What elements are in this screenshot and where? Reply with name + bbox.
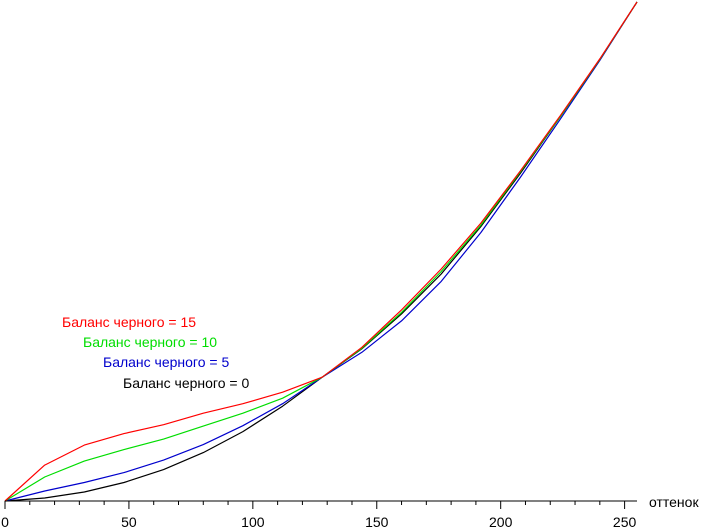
x-tick-label: 100	[241, 514, 265, 529]
series-layer	[4, 1, 638, 502]
x-tick-label: 150	[365, 514, 389, 529]
x-tick-label: 200	[489, 514, 513, 529]
x-tick-label: 0	[1, 514, 9, 529]
series-line-1	[4, 1, 638, 502]
legend-label-2: Баланс черного = 5	[103, 354, 229, 370]
legend-label-1: Баланс черного = 10	[83, 334, 217, 350]
series-line-2	[4, 1, 638, 502]
series-line-0	[4, 1, 638, 502]
legend: Баланс черного = 15 Баланс черного = 10 Ба…	[62, 314, 249, 391]
legend-label-0: Баланс черного = 15	[62, 314, 196, 330]
x-tick-label: 250	[613, 514, 637, 529]
series-line-3	[4, 1, 638, 502]
x-tick-label: 50	[121, 514, 137, 529]
x-axis-title: оттенок	[649, 494, 699, 510]
x-axis: 0 50 100 150 200 250	[1, 500, 637, 529]
legend-label-3: Баланс черного = 0	[123, 375, 249, 391]
